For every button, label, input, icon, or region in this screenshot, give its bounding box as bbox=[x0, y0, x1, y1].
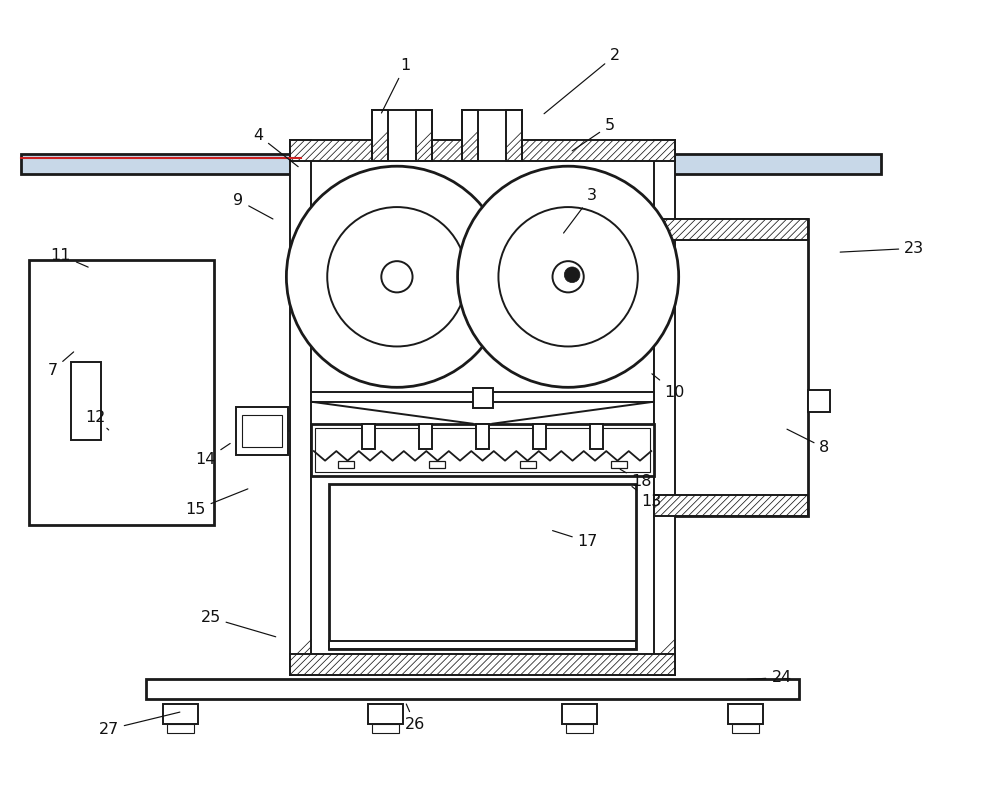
Bar bbox=[462, 110, 478, 161]
Text: 13: 13 bbox=[632, 487, 662, 510]
Bar bbox=[533, 423, 546, 449]
Bar bbox=[654, 495, 808, 516]
Bar bbox=[338, 461, 354, 468]
Bar bbox=[732, 724, 759, 733]
Bar bbox=[290, 141, 311, 675]
Bar bbox=[146, 679, 799, 699]
Text: 14: 14 bbox=[195, 443, 230, 468]
Bar bbox=[432, 141, 462, 161]
Bar bbox=[416, 110, 432, 161]
Bar bbox=[520, 461, 536, 468]
Text: 15: 15 bbox=[185, 489, 248, 517]
Text: 3: 3 bbox=[564, 188, 597, 233]
Text: 23: 23 bbox=[840, 241, 924, 256]
Bar bbox=[29, 260, 214, 525]
Bar bbox=[462, 110, 522, 161]
Bar bbox=[808, 390, 830, 412]
Bar bbox=[167, 724, 194, 733]
Bar bbox=[562, 705, 597, 724]
Text: 10: 10 bbox=[652, 374, 685, 400]
Text: 7: 7 bbox=[48, 352, 74, 378]
Text: 2: 2 bbox=[544, 48, 620, 114]
Bar bbox=[654, 219, 808, 240]
Bar bbox=[329, 641, 636, 649]
Bar bbox=[506, 110, 522, 161]
Bar bbox=[362, 423, 375, 449]
Bar bbox=[566, 724, 593, 733]
Text: 8: 8 bbox=[787, 429, 830, 455]
Bar bbox=[372, 110, 432, 161]
Circle shape bbox=[458, 166, 679, 387]
Bar bbox=[21, 154, 301, 174]
Bar bbox=[372, 110, 388, 161]
Bar bbox=[290, 653, 675, 675]
Text: 24: 24 bbox=[747, 670, 792, 685]
Bar bbox=[315, 427, 650, 472]
Bar bbox=[290, 141, 372, 161]
Bar bbox=[590, 423, 603, 449]
Bar bbox=[728, 705, 763, 724]
Circle shape bbox=[286, 166, 507, 387]
Bar bbox=[429, 461, 445, 468]
Bar bbox=[419, 423, 432, 449]
Text: 17: 17 bbox=[553, 531, 598, 549]
Text: 9: 9 bbox=[233, 193, 273, 219]
Circle shape bbox=[564, 267, 580, 283]
Bar bbox=[242, 415, 282, 447]
Bar bbox=[522, 141, 675, 161]
Bar bbox=[311, 423, 654, 476]
Text: 4: 4 bbox=[253, 128, 298, 167]
Bar bbox=[71, 362, 101, 440]
Circle shape bbox=[381, 261, 413, 292]
Text: 27: 27 bbox=[99, 712, 180, 737]
Bar bbox=[329, 483, 636, 649]
Text: 18: 18 bbox=[620, 469, 652, 489]
Bar bbox=[654, 141, 675, 675]
Bar bbox=[368, 705, 403, 724]
Bar bbox=[664, 154, 881, 174]
Bar bbox=[311, 392, 654, 402]
Bar bbox=[611, 461, 627, 468]
Bar bbox=[654, 219, 808, 516]
Bar bbox=[473, 388, 493, 408]
Bar bbox=[163, 705, 198, 724]
Bar bbox=[236, 407, 288, 455]
Text: 25: 25 bbox=[200, 610, 276, 637]
Text: 11: 11 bbox=[51, 248, 88, 267]
Text: 12: 12 bbox=[86, 411, 109, 430]
Circle shape bbox=[327, 207, 467, 347]
Bar bbox=[372, 724, 399, 733]
Bar bbox=[476, 423, 489, 449]
Text: 5: 5 bbox=[572, 118, 615, 151]
Text: 26: 26 bbox=[405, 704, 425, 732]
Circle shape bbox=[553, 261, 584, 292]
Circle shape bbox=[498, 207, 638, 347]
Text: 1: 1 bbox=[381, 58, 410, 113]
